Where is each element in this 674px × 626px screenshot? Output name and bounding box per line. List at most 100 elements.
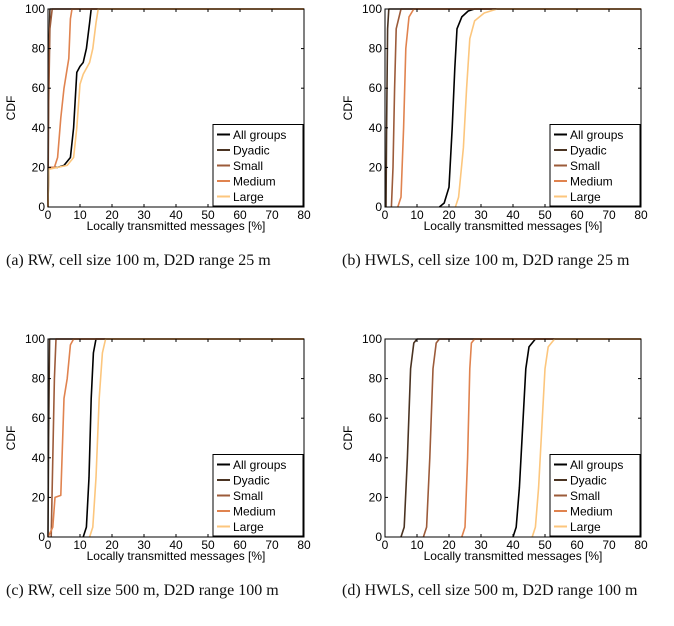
series-line-large [531,338,641,538]
y-tick-label: 20 [369,490,383,504]
series-line-large [47,8,304,208]
legend-label-large: Large [570,520,601,534]
x-axis-label: Locally transmitted messages [%] [424,549,603,563]
chart-c-svg: 0 10 20 30 40 50 60 70 80 0 20 40 60 80 100 Locally tra… [4,332,311,563]
x-tick-label: 60 [233,538,247,552]
x-tick-label: 50 [538,538,552,552]
y-tick-label: 40 [369,451,383,465]
legend-label-dyadic: Dyadic [570,474,607,488]
x-tick-label: 80 [297,538,311,552]
y-tick-label: 60 [369,411,383,425]
x-tick-label: 10 [410,208,424,222]
legend-label-small: Small [233,489,263,503]
x-tick-label: 30 [474,538,488,552]
x-tick-label: 10 [73,538,87,552]
y-tick-label: 0 [38,200,45,214]
y-tick-label: 60 [32,81,46,95]
series-line-all-groups [512,338,641,538]
x-tick-label: 70 [265,208,279,222]
legend-label-dyadic: Dyadic [233,144,270,158]
legend-label-large: Large [233,190,264,204]
series-line-all-groups [438,8,641,208]
legend-label-small: Small [233,159,263,173]
x-tick-label: 20 [442,538,456,552]
x-tick-label: 30 [137,538,151,552]
legend-label-medium: Medium [233,505,276,519]
x-axis-label: Locally transmitted messages [%] [87,549,266,563]
x-tick-label: 60 [570,208,584,222]
chart-d-caption: (d) HWLS, cell size 500 m, D2D range 100… [342,582,638,599]
legend-label-large: Large [233,520,264,534]
y-tick-label: 80 [369,42,383,56]
x-tick-label: 40 [506,538,520,552]
x-tick-label: 20 [105,538,119,552]
x-axis-label: Locally transmitted messages [%] [87,219,266,233]
chart-panel-d: 0 10 20 30 40 50 60 70 80 0 20 40 60 80 100 Locally tra… [337,330,674,626]
x-tick-label: 20 [442,208,456,222]
series-line-medium [47,338,304,538]
chart-panel-a: 0 10 20 30 40 50 60 70 80 0 20 40 60 80 100 Locally tra… [0,0,337,300]
x-tick-label: 60 [570,538,584,552]
series-line-medium [47,8,304,208]
y-tick-label: 60 [32,411,46,425]
chart-a-svg: 0 10 20 30 40 50 60 70 80 0 20 40 60 80 100 Locally tra… [4,2,311,233]
x-tick-label: 10 [73,208,87,222]
x-axis-label: Locally transmitted messages [%] [424,219,603,233]
x-tick-label: 60 [233,208,247,222]
chart-d-svg: 0 10 20 30 40 50 60 70 80 0 20 40 60 80 100 Locally tra… [341,332,648,563]
legend-label-medium: Medium [570,505,613,519]
y-tick-label: 80 [32,372,46,386]
legend-label-all-groups: All groups [570,128,623,142]
legend-label-small: Small [570,159,600,173]
y-axis-label: CDF [4,96,18,121]
chart-b-svg: 0 10 20 30 40 50 60 70 80 0 20 40 60 80 100 Locally tra… [341,2,648,233]
x-tick-label: 50 [201,208,215,222]
chart-c-caption: (c) RW, cell size 500 m, D2D range 100 m [6,582,279,599]
x-tick-label: 0 [382,208,389,222]
y-tick-label: 20 [32,160,46,174]
x-tick-label: 0 [382,538,389,552]
legend-label-dyadic: Dyadic [570,144,607,158]
x-tick-label: 80 [634,208,648,222]
legend-label-all-groups: All groups [233,128,286,142]
x-tick-label: 70 [602,208,616,222]
y-tick-label: 80 [369,372,383,386]
x-tick-label: 0 [45,538,52,552]
x-tick-label: 20 [105,208,119,222]
legend-label-large: Large [570,190,601,204]
legend-label-small: Small [570,489,600,503]
y-axis-label: CDF [341,96,355,121]
legend-label-medium: Medium [570,175,613,189]
y-axis-label: CDF [4,426,18,451]
y-tick-label: 100 [362,332,382,346]
x-tick-label: 30 [137,208,151,222]
y-tick-label: 100 [362,2,382,16]
x-tick-label: 30 [474,208,488,222]
y-axis-label: CDF [341,426,355,451]
legend-label-medium: Medium [233,175,276,189]
x-tick-label: 80 [297,208,311,222]
chart-a-caption: (a) RW, cell size 100 m, D2D range 25 m [6,252,271,269]
x-tick-label: 80 [634,538,648,552]
y-tick-label: 100 [25,332,45,346]
y-tick-label: 100 [25,2,45,16]
y-tick-label: 20 [32,490,46,504]
x-tick-label: 10 [410,538,424,552]
y-tick-label: 0 [375,530,382,544]
x-tick-label: 40 [506,208,520,222]
chart-panel-c: 0 10 20 30 40 50 60 70 80 0 20 40 60 80 100 Locally tra… [0,330,337,626]
y-tick-label: 80 [32,42,46,56]
legend-label-dyadic: Dyadic [233,474,270,488]
series-line-large [454,8,641,208]
x-tick-label: 50 [201,538,215,552]
x-tick-label: 40 [169,538,183,552]
y-tick-label: 40 [369,121,383,135]
y-tick-label: 0 [38,530,45,544]
x-tick-label: 40 [169,208,183,222]
x-tick-label: 0 [45,208,52,222]
legend-label-all-groups: All groups [233,458,286,472]
y-tick-label: 20 [369,160,383,174]
x-tick-label: 70 [265,538,279,552]
